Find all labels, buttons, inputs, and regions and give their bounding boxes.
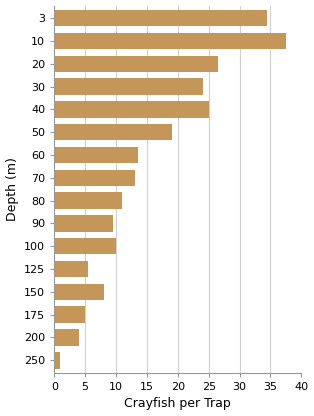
Y-axis label: Depth (m): Depth (m)	[6, 157, 19, 221]
Bar	[54, 101, 209, 118]
X-axis label: Crayfish per Trap: Crayfish per Trap	[124, 397, 231, 411]
Bar	[54, 55, 218, 72]
Bar	[54, 170, 135, 186]
Bar	[54, 238, 116, 255]
Bar	[54, 124, 172, 140]
Bar	[54, 215, 113, 232]
Bar	[54, 329, 79, 346]
Bar	[54, 33, 286, 49]
Bar	[54, 307, 85, 323]
Bar	[54, 352, 60, 369]
Bar	[54, 78, 203, 95]
Bar	[54, 10, 268, 26]
Bar	[54, 193, 122, 209]
Bar	[54, 284, 104, 300]
Bar	[54, 147, 138, 163]
Bar	[54, 261, 88, 277]
